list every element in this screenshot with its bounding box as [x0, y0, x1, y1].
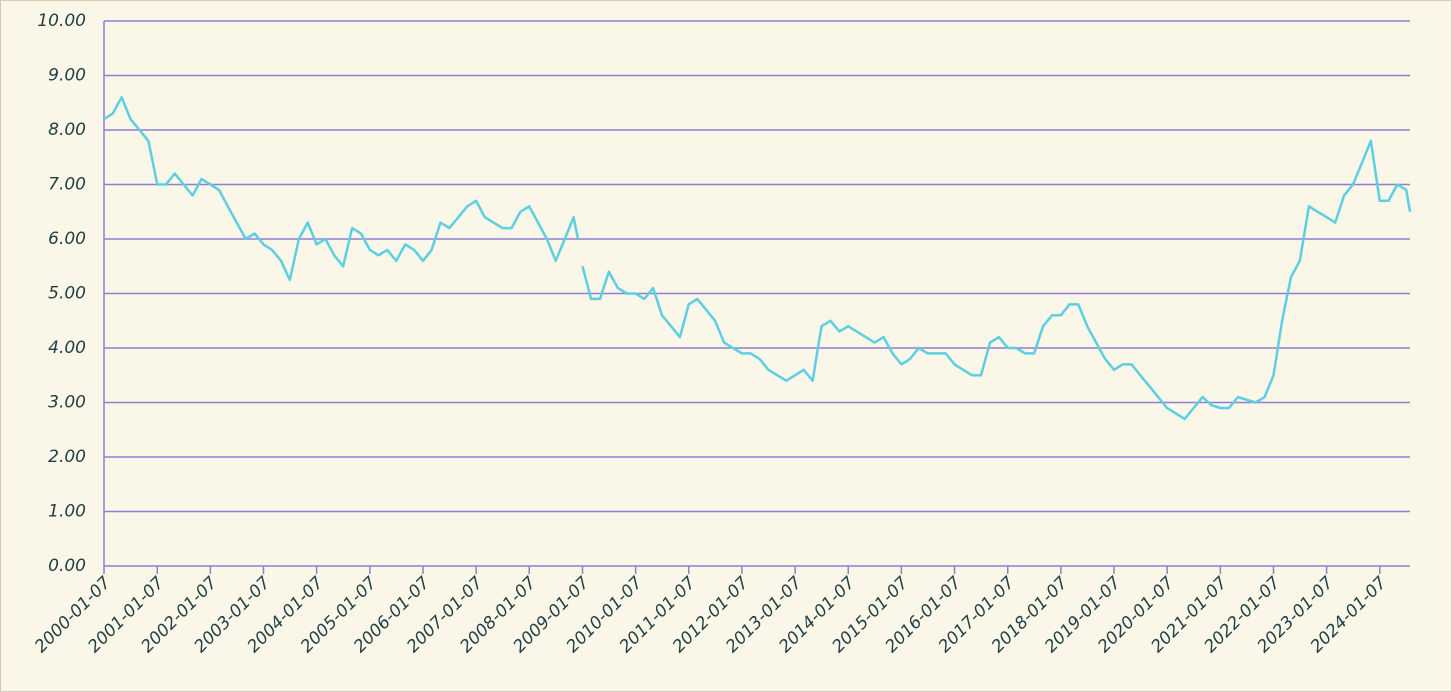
data-line — [103, 96, 1412, 421]
y-tick-label: 6.00 — [48, 229, 86, 249]
y-tick-label: 9.00 — [48, 66, 86, 86]
y-tick-label: 2.00 — [48, 447, 86, 467]
y-tick-label: 5.00 — [48, 284, 86, 304]
y-tick-label: 1.00 — [48, 502, 86, 522]
y-tick-label: 4.00 — [48, 338, 86, 358]
y-tick-label: 0.00 — [48, 556, 86, 576]
y-tick-label: 7.00 — [48, 175, 86, 195]
y-tick-label: 8.00 — [48, 120, 86, 140]
y-tick-label: 10.00 — [37, 11, 86, 31]
y-tick-label: 3.00 — [48, 393, 86, 413]
